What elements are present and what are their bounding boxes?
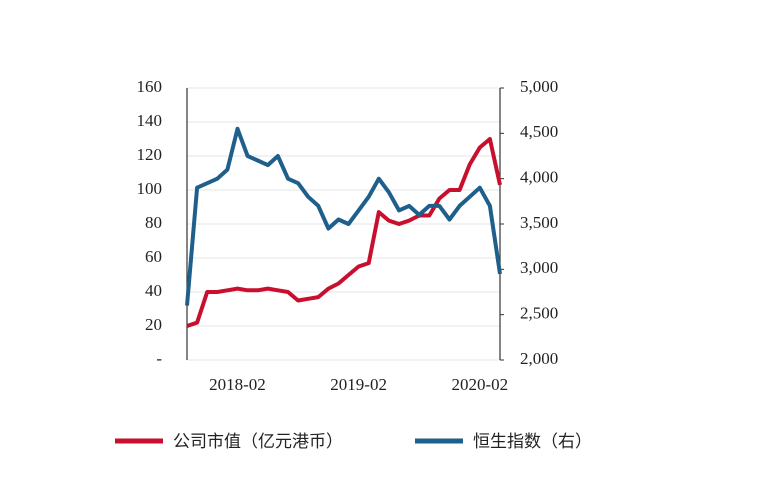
y2-tick-label: 3,000 (520, 258, 558, 277)
line (185, 126, 502, 306)
y2-tick-label: 2,500 (520, 304, 558, 323)
y2-tick-label: 5,000 (520, 77, 558, 96)
y-tick-label: 20 (145, 315, 162, 334)
y2-tick-label: 4,000 (520, 168, 558, 187)
legend-label: 公司市值（亿元港币） (173, 432, 343, 452)
x-tick-label: 2020-02 (451, 375, 508, 394)
line (186, 137, 502, 328)
y2-tick-label: 2,000 (520, 349, 558, 368)
y-tick-label: 140 (137, 111, 163, 130)
y-tick-label: 40 (145, 281, 162, 300)
x-tick-label: 2019-02 (330, 375, 387, 394)
y-tick-label: 120 (137, 145, 163, 164)
y2-tick-label: 4,500 (520, 122, 558, 141)
y-tick-label: - (156, 349, 162, 368)
y-tick-label: 100 (137, 179, 163, 198)
legend-label: 恒生指数（右） (473, 432, 592, 452)
y2-tick-label: 3,500 (520, 213, 558, 232)
y-tick-label: 160 (137, 77, 163, 96)
x-tick-label: 2018-02 (209, 375, 266, 394)
y-tick-label: 60 (145, 247, 162, 266)
y-tick-label: 80 (145, 213, 162, 232)
